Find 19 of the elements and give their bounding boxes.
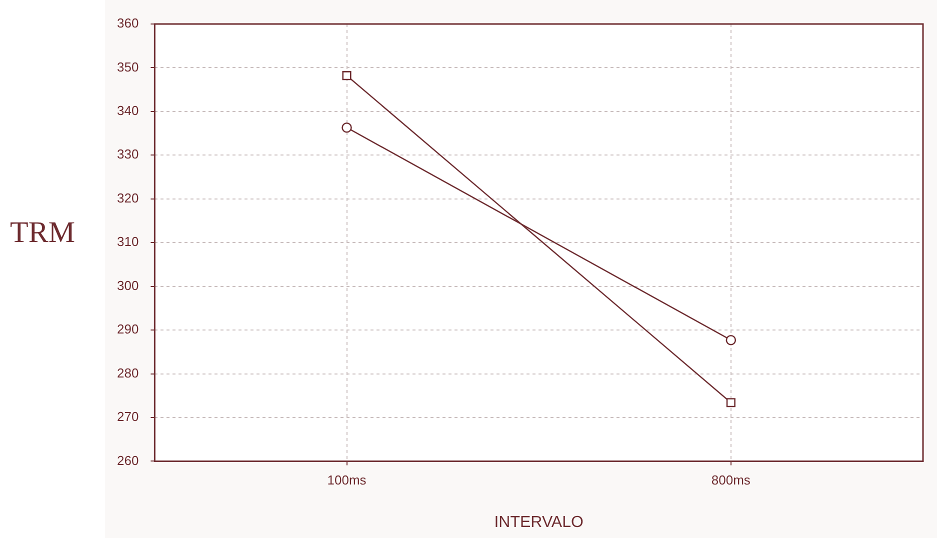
y-tick-label: 260	[116, 452, 139, 468]
y-tick-label: 290	[116, 322, 139, 337]
point	[342, 122, 352, 133]
x-tick-label: 100ms	[327, 472, 367, 488]
y-tick-label: 280	[116, 365, 139, 380]
y-tick-label: 320	[116, 190, 139, 206]
point	[726, 398, 736, 408]
y-tick-label: 350	[116, 59, 139, 74]
y-tick-label: 330	[116, 146, 139, 162]
point	[726, 334, 736, 346]
point	[342, 71, 352, 80]
x-tick-label: 800ms	[711, 472, 751, 488]
y-tick-label: 360	[116, 16, 139, 31]
y-axis-title: TRM	[10, 216, 76, 250]
x-axis-title: INTERVALO	[494, 514, 584, 531]
y-tick-label: 310	[116, 234, 139, 250]
y-tick-label: 270	[116, 409, 139, 424]
y-tick-label: 340	[116, 103, 139, 118]
y-tick-label: 300	[116, 278, 139, 293]
